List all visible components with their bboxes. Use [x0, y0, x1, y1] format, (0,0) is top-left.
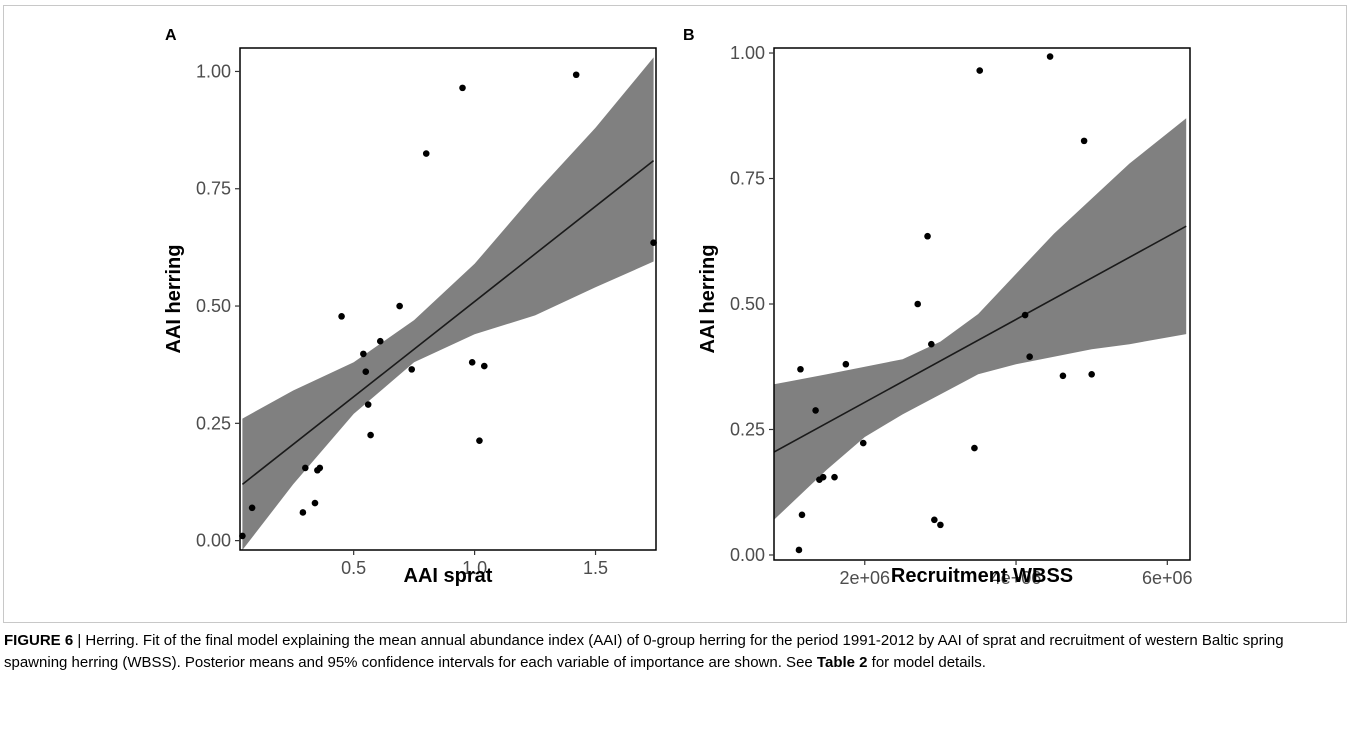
- data-point: [928, 340, 935, 348]
- y-tick-label: 0.50: [730, 294, 765, 314]
- x-tick-label: 1.0: [462, 558, 487, 578]
- data-point: [795, 546, 803, 554]
- data-point: [971, 444, 978, 452]
- caption-table-link[interactable]: Table 2: [816, 654, 868, 671]
- data-point: [299, 509, 307, 516]
- y-tick-label: 0.50: [196, 296, 231, 316]
- data-point: [572, 71, 580, 79]
- data-point: [362, 368, 370, 376]
- data-point: [650, 239, 657, 247]
- data-point: [842, 360, 850, 368]
- points-b: [795, 53, 1095, 554]
- data-point: [422, 150, 430, 157]
- panel-a: A 0.5 1.0 1.5 0.00 0.25 0.50 0.75 1.00 AAI spr…: [163, 27, 657, 587]
- confidence-ribbon-a: [242, 57, 654, 550]
- data-point: [812, 407, 819, 414]
- data-point: [338, 313, 345, 320]
- data-point: [1046, 53, 1054, 60]
- data-point: [859, 439, 867, 447]
- data-point: [360, 350, 367, 358]
- x-axis-title-a: AAI sprat: [404, 565, 493, 587]
- data-point: [976, 67, 984, 74]
- data-point: [797, 365, 804, 373]
- x-tick-label: 6e+06: [1142, 568, 1193, 588]
- data-point: [311, 499, 319, 507]
- caption-text-end: for model details.: [867, 654, 986, 671]
- data-point: [302, 464, 309, 472]
- y-tick-label: 0.00: [730, 545, 765, 565]
- data-point: [931, 516, 938, 524]
- data-point: [408, 366, 416, 373]
- x-axis-b: 2e+06 4e+06 6e+06: [839, 560, 1193, 588]
- data-point: [316, 464, 324, 472]
- y-axis-a: 0.00 0.25 0.50 0.75 1.00: [196, 61, 240, 551]
- data-point: [376, 337, 384, 345]
- fit-line-b: [774, 225, 1187, 453]
- data-point: [937, 521, 944, 529]
- points-a: [239, 71, 657, 540]
- regression-line-b: [774, 225, 1187, 453]
- data-point: [396, 302, 403, 310]
- y-tick-label: 0.00: [196, 531, 231, 551]
- x-tick-label: 1.5: [583, 558, 608, 578]
- y-axis-b: 0.00 0.25 0.50 0.75 1.00: [730, 43, 774, 565]
- y-tick-label: 0.75: [196, 179, 231, 199]
- y-tick-label: 1.00: [730, 43, 765, 63]
- data-point: [459, 84, 466, 92]
- data-point: [914, 300, 922, 308]
- figure-frame: [3, 5, 1347, 623]
- fit-line-a: [241, 159, 655, 485]
- confidence-band-b: [774, 118, 1187, 520]
- data-point: [367, 431, 374, 439]
- data-point: [1080, 137, 1088, 145]
- regression-line-a: [241, 159, 655, 485]
- confidence-band-a: [242, 57, 654, 550]
- plot-border-a: [239, 47, 657, 551]
- x-tick-label: 0.5: [341, 558, 366, 578]
- figure-caption: FIGURE 6 | Herring. Fit of the final mod…: [4, 630, 1344, 674]
- y-tick-label: 1.00: [196, 61, 231, 81]
- data-point: [468, 359, 476, 366]
- x-axis-title-b: Recruitment WBSS: [891, 565, 1073, 587]
- data-point: [248, 504, 256, 512]
- data-point: [364, 401, 372, 408]
- data-point: [831, 473, 838, 481]
- panel-b: B 2e+06 4e+06 6e+06 0.00 0.25 0.50 0.75 1.00 R…: [683, 27, 1193, 588]
- data-point: [798, 511, 806, 519]
- data-point: [1088, 370, 1095, 378]
- panel-a-label: A: [165, 27, 177, 44]
- data-point: [1059, 372, 1067, 380]
- y-axis-title-a: AAI herring: [163, 245, 185, 354]
- data-point: [1026, 353, 1033, 361]
- data-point: [1021, 311, 1029, 319]
- data-point: [924, 232, 931, 240]
- y-tick-label: 0.25: [196, 413, 231, 433]
- panel-b-label: B: [683, 27, 695, 44]
- figure-canvas: A 0.5 1.0 1.5 0.00 0.25 0.50 0.75 1.00 AAI spr…: [163, 27, 1193, 588]
- x-axis-a: 0.5 1.0 1.5: [341, 550, 608, 578]
- data-point: [819, 473, 827, 481]
- caption-figure-label: FIGURE 6: [4, 632, 74, 649]
- x-tick-label: 2e+06: [839, 568, 890, 588]
- y-tick-label: 0.75: [730, 169, 765, 189]
- data-point: [480, 362, 488, 370]
- y-tick-label: 0.25: [730, 419, 765, 439]
- data-point: [476, 437, 483, 444]
- caption-text: | Herring. Fit of the final model explai…: [4, 632, 1284, 671]
- x-tick-label: 4e+06: [991, 568, 1042, 588]
- y-axis-title-b: AAI herring: [697, 245, 719, 354]
- data-point: [239, 532, 246, 540]
- confidence-ribbon-b: [774, 118, 1187, 520]
